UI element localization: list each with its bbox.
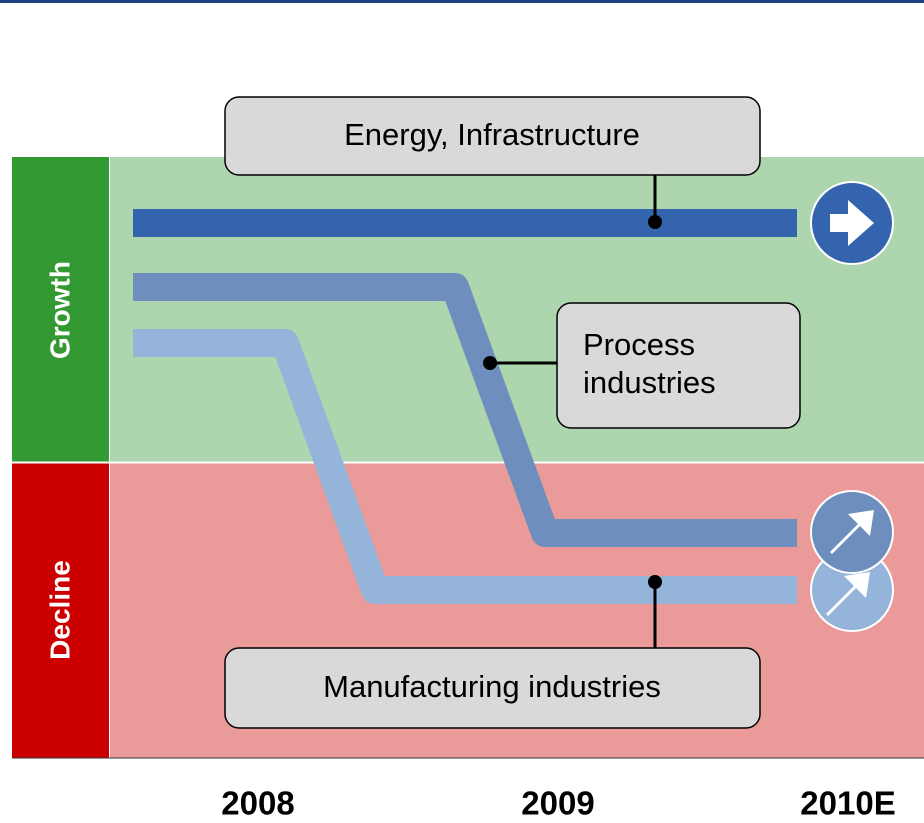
- process-line: [133, 273, 797, 547]
- zone-label: Decline: [44, 560, 75, 660]
- arrow-icon: [810, 181, 894, 265]
- callout: Manufacturing industries: [224, 575, 761, 729]
- callout: Energy, Infrastructure: [224, 96, 761, 229]
- arrow-icon: [810, 490, 894, 574]
- callout-text: Process industries: [583, 327, 716, 400]
- decline-label-box: [12, 463, 109, 758]
- manufacturing-line: [133, 329, 797, 604]
- year-label: 2009: [521, 785, 594, 822]
- top-border: [0, 0, 924, 3]
- year-label: 2008: [221, 785, 294, 822]
- callout: Process industries: [483, 302, 801, 429]
- arrow-icon: [810, 548, 894, 632]
- year-label: 2010E: [800, 785, 895, 822]
- zone-label: Growth: [44, 261, 75, 359]
- callout-text: Manufacturing industries: [323, 669, 661, 704]
- callout-text: Energy, Infrastructure: [344, 117, 640, 152]
- growth-label-box: [12, 157, 109, 462]
